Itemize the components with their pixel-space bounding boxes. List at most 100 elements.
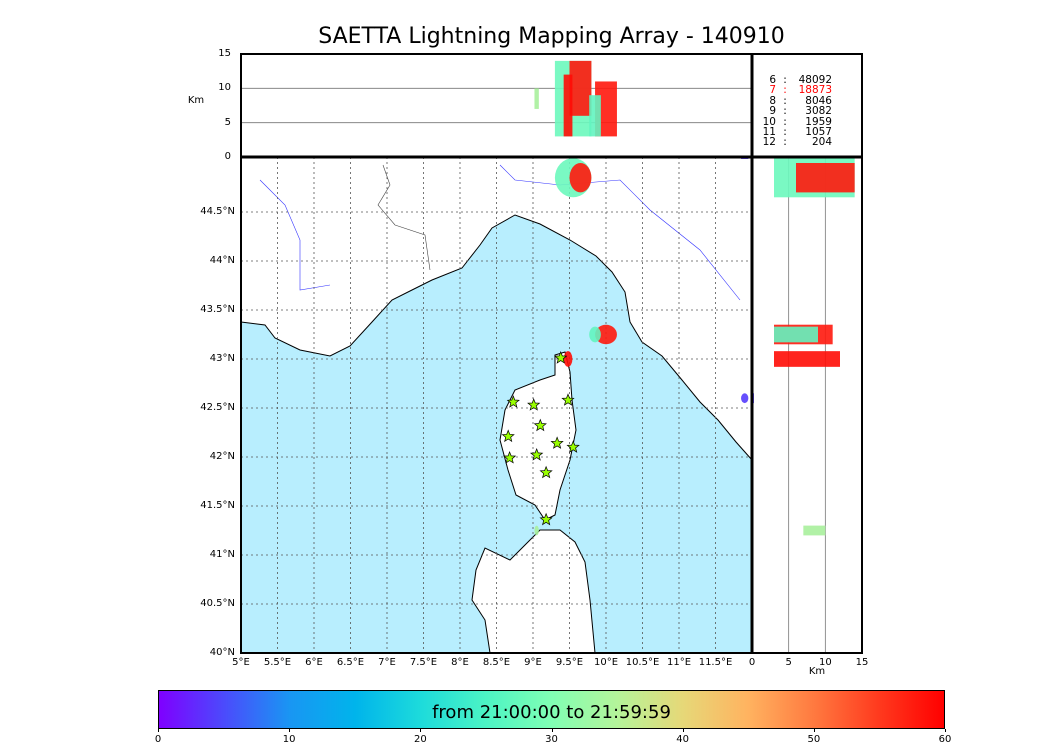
lightning-cluster-map [589,326,601,343]
lightning-cluster-map [563,351,573,367]
lightning-cluster-map [534,525,539,536]
legend-row: 12: 204 [760,136,832,149]
lat-tick-label: 43°N [209,353,235,364]
figure-frame [240,53,863,654]
legend-minute: 8 [769,94,776,107]
lightning-cluster-altitude [589,95,601,137]
legend-row: 8: 8046 [760,94,832,107]
legend-minute: 7 [769,84,776,97]
side-tick-label: 5 [785,657,792,668]
side-axis-label: Km [808,666,826,677]
lon-tick-label: 8°E [451,657,469,668]
legend-row: 10: 1959 [760,115,832,128]
legend-minute: 6 [769,74,776,86]
legend-count: 1959 [805,115,832,128]
lat-tick-label: 42°N [209,451,235,462]
colorbar-tick [813,729,815,732]
station-star-icon [550,436,564,449]
colorbar-label: from 21:00:00 to 21:59:59 [432,702,671,723]
legend-row: 9: 3082 [760,105,832,118]
legend-minute: 12 [762,136,776,149]
lon-tick-label: 6°E [305,657,323,668]
legend-sep: : [783,74,787,86]
colorbar-tick-label: 50 [807,734,821,745]
station-star-icon [506,395,520,408]
legend-count: 3082 [805,105,832,118]
lon-tick-label: 11.5°E [698,657,733,668]
legend-count: 204 [811,136,832,149]
legend-sep: : [783,115,787,128]
lat-tick-label: 44.5°N [200,206,235,217]
lat-tick-label: 44°N [209,255,235,266]
lon-tick-label: 5.5°E [263,657,292,668]
colorbar-tick [945,729,946,732]
river [259,179,331,291]
legend-count: 1057 [805,126,832,139]
lightning-cluster-map [595,324,617,345]
lightning-cluster-side [774,351,840,367]
station-star-icon [539,465,553,479]
lon-tick-label: 5°E [232,657,250,668]
side-tick-label: 0 [748,657,756,668]
legend-minute: 9 [769,105,776,118]
legend-row: 7:18873 [760,84,832,97]
chart-title: SAETTA Lightning Mapping Array - 140910 [318,24,785,49]
legend-sep: : [783,105,787,118]
side-tick-label: 15 [855,657,869,668]
alt-tick-label: 5 [224,116,231,128]
colorbar-tick-label: 10 [282,734,296,745]
legend-count: 8046 [805,94,832,107]
lon-tick-label: 10°E [593,657,619,668]
station-star-icon [561,393,575,406]
legend-count: 48092 [798,74,832,86]
colorbar-tick [682,729,684,732]
legend-minute: 10 [762,115,776,128]
border-line [377,164,431,271]
legend-sep: : [783,94,787,107]
alt-tick-label: 0 [224,151,231,162]
station-star-icon [554,351,568,364]
lightning-cluster-map [569,163,592,193]
lightning-cluster-map [741,393,749,404]
lon-tick-label: 6.5°E [336,657,365,668]
lat-tick-label: 42.5°N [200,402,235,413]
corsica [499,351,577,521]
alt-axis-label: Km [187,95,205,106]
lightning-cluster-altitude [534,88,539,109]
station-star-icon [533,418,547,432]
lat-tick-label: 43.5°N [200,304,235,315]
colorbar-tick [289,729,291,732]
lon-tick-label: 8.5°E [482,657,511,668]
lon-tick-label: 9.5°E [555,657,584,668]
lon-tick-label: 7.5°E [409,657,438,668]
colorbar-tick [158,729,159,732]
legend-count: 18873 [798,84,832,97]
lon-tick-label: 7°E [378,657,396,668]
lon-tick-label: 10.5°E [625,657,660,668]
legend-sep: : [783,84,787,97]
legend-sep: : [783,136,787,149]
station-star-icon [529,448,544,461]
colorbar-tick [551,729,553,732]
colorbar-tick-label: 0 [154,734,162,745]
colorbar-tick-label: 30 [545,734,558,745]
river [499,164,741,301]
legend-sep: : [783,126,787,139]
lightning-cluster-altitude [569,60,592,116]
sardinia [471,529,596,654]
lon-tick-label: 11°E [666,657,692,668]
lightning-cluster-side [774,326,818,343]
minute-count-legend: 6:48092 7:18873 8:8046 9:3082 10:1959 11:1057… [760,75,832,148]
alt-tick-label: 10 [218,82,231,94]
lightning-cluster-side [796,163,855,193]
alt-tick-label: 15 [218,48,231,59]
lightning-cluster-altitude [563,74,573,137]
lat-tick-label: 40.5°N [200,598,235,609]
station-star-icon [501,429,515,443]
legend-row: 6:48092 [760,74,832,86]
side-tick-label: 10 [818,657,832,668]
lightning-cluster-side [803,525,826,536]
station-star-icon [502,451,517,464]
lon-tick-label: 9°E [524,657,542,668]
